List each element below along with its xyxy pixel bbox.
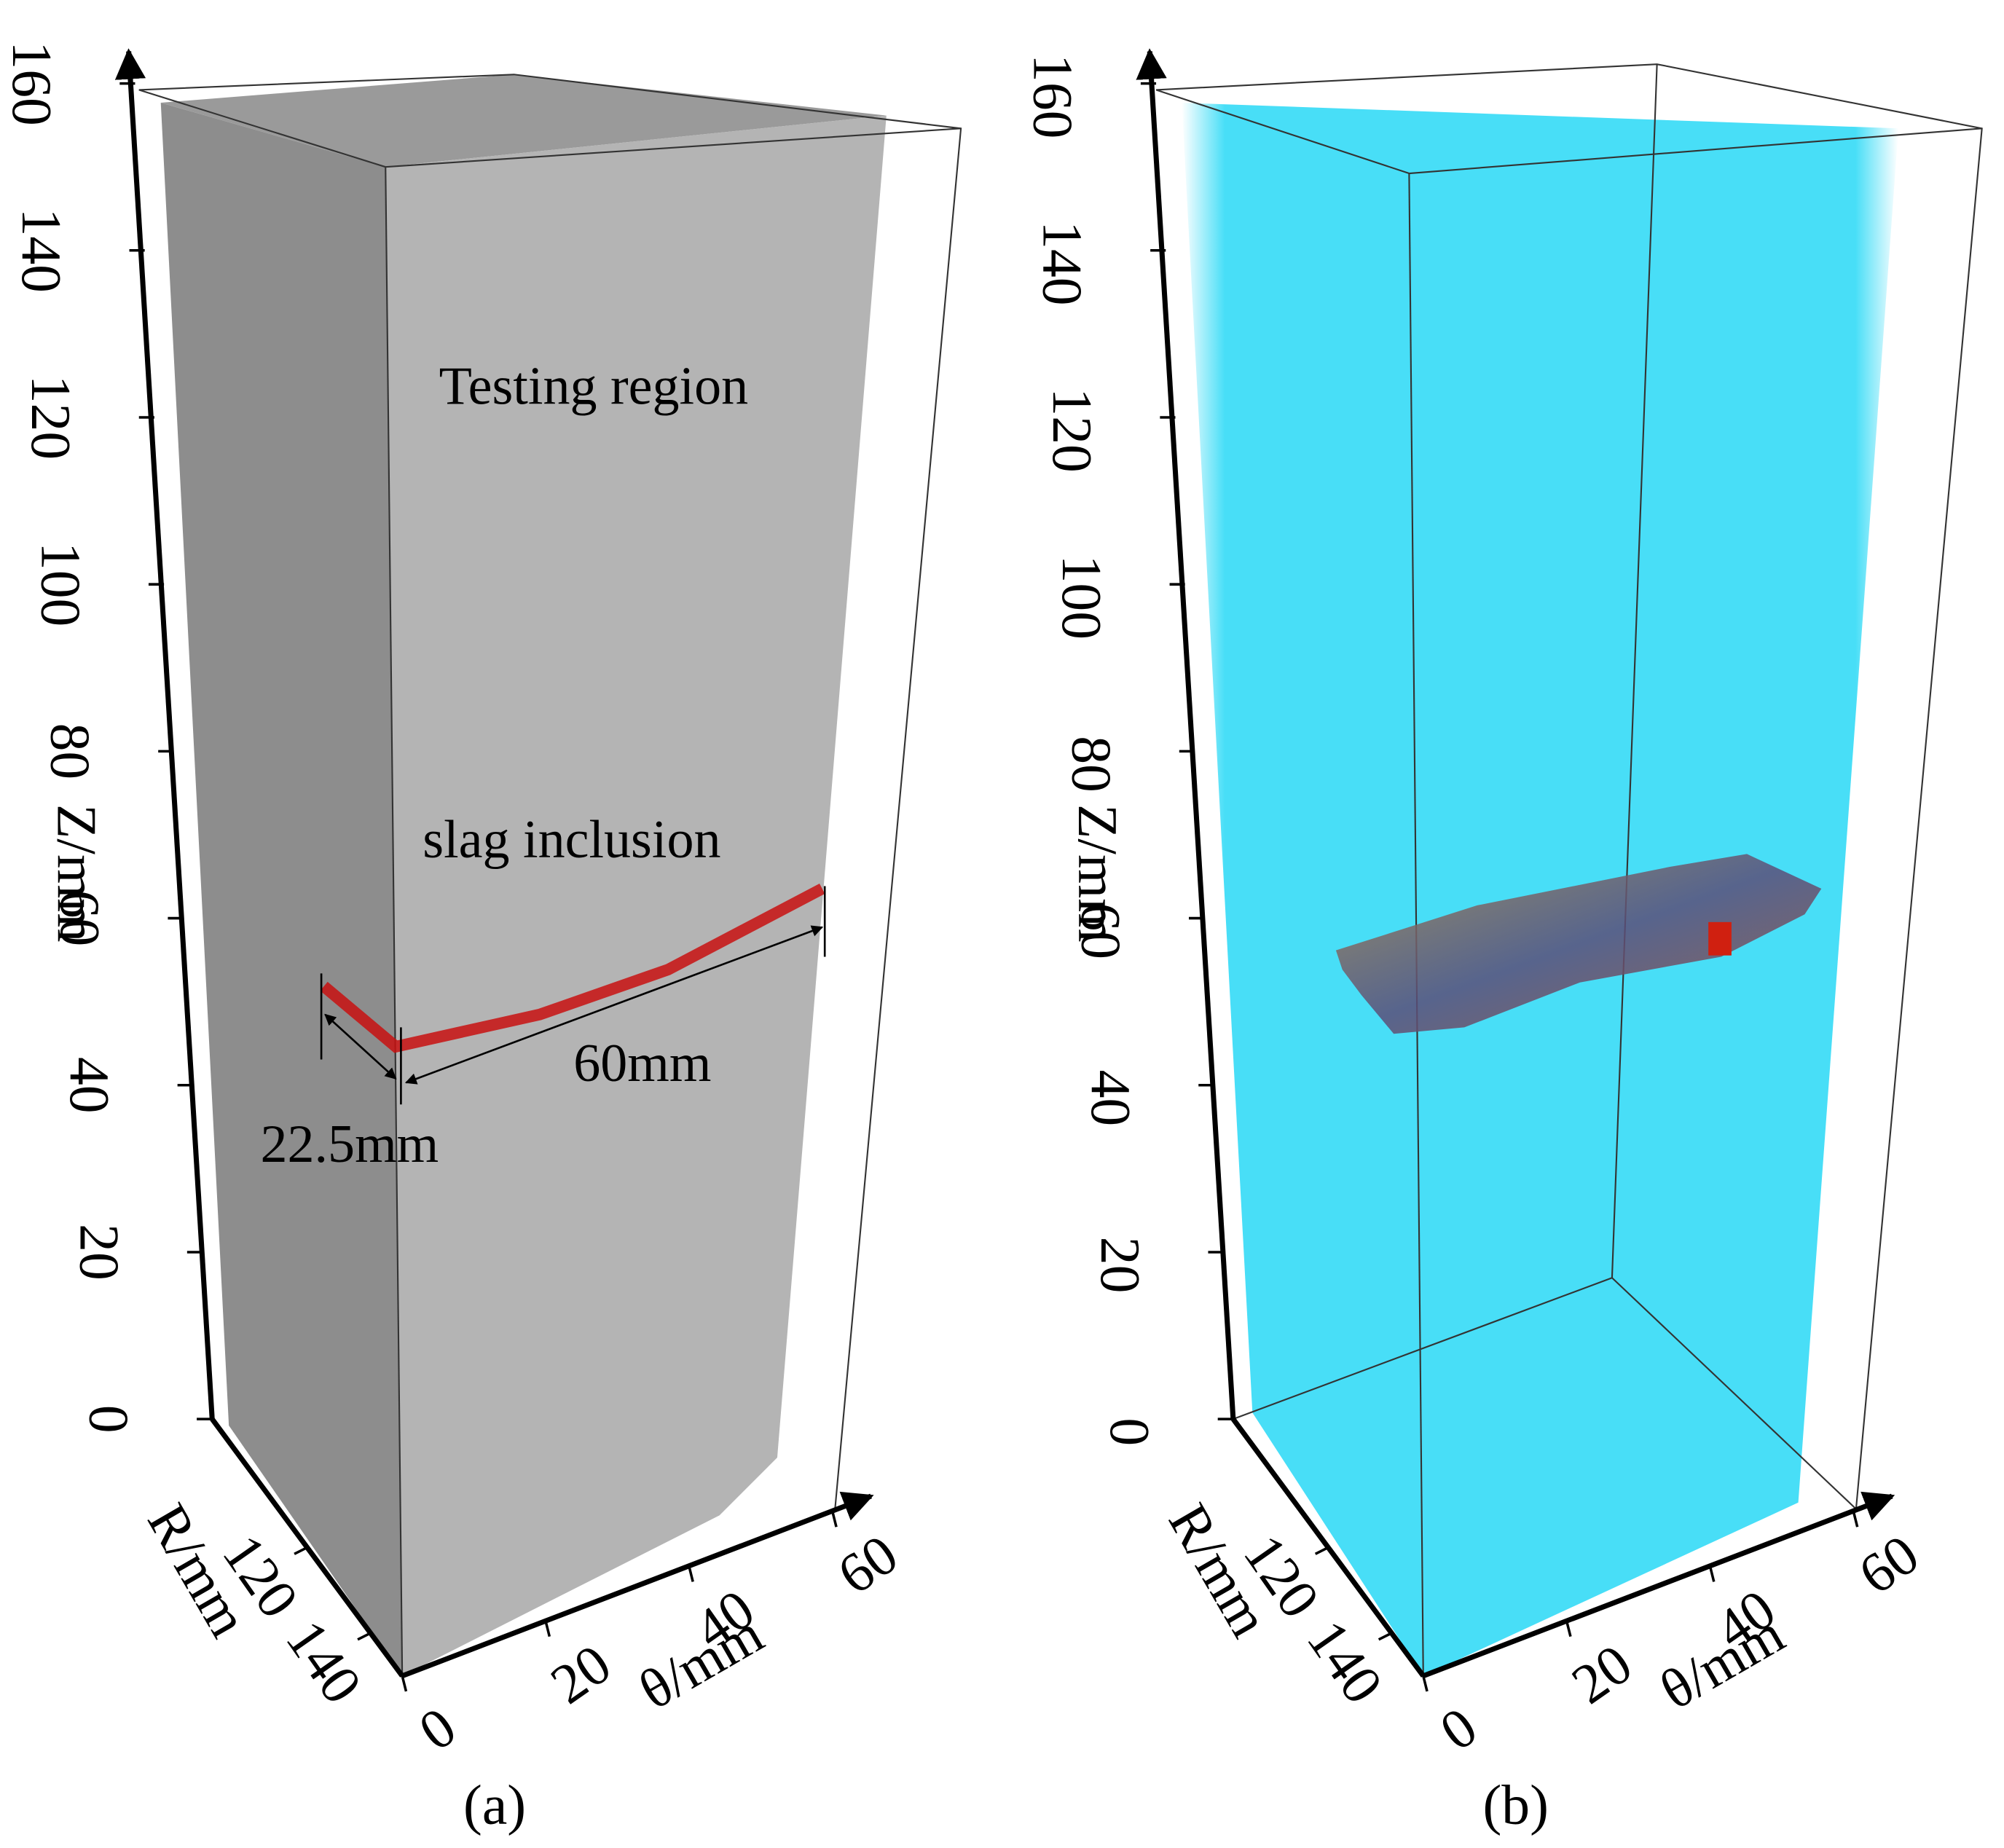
z-tick-label: 60 (49, 890, 111, 947)
caption: (a) (463, 1774, 526, 1836)
annotation: 22.5mm (261, 1114, 439, 1174)
z-tick-label: 20 (68, 1224, 130, 1281)
z-tick-label: 0 (78, 1405, 141, 1434)
r-tick (1314, 1546, 1329, 1555)
z-axis (1136, 48, 1236, 1420)
z-tick-label: 60 (1070, 903, 1133, 959)
caption: (b) (1482, 1774, 1548, 1836)
z-tick-label: 100 (29, 542, 92, 626)
z-tick-label: 160 (1, 41, 63, 125)
annotation: 60mm (573, 1034, 711, 1093)
z-tick-label: 160 (1021, 54, 1084, 138)
z-tick-label: 0 (1099, 1418, 1161, 1446)
theta-tick-label: 20 (1560, 1632, 1643, 1716)
annotation: slag inclusion (423, 810, 720, 870)
theta-tick-label: 0 (408, 1695, 467, 1763)
z-tick-label: 140 (1032, 221, 1094, 305)
annotation: Testing region (439, 357, 749, 417)
theta-axis (401, 1491, 874, 1679)
z-axis (114, 48, 215, 1420)
z-tick-label: 20 (1089, 1237, 1152, 1294)
theta-axis (1422, 1491, 1895, 1679)
theta-tick (688, 1565, 694, 1582)
z-tick-label: 40 (58, 1057, 121, 1114)
z-tick-label: 120 (20, 375, 82, 460)
theta-tick (401, 1675, 408, 1692)
theta-tick (1852, 1511, 1859, 1527)
theta-tick (544, 1621, 551, 1637)
r-tick (357, 1632, 372, 1641)
theta-tick (1565, 1621, 1572, 1637)
z-tick-label: 80 (1060, 736, 1123, 793)
theta-tick (1422, 1675, 1429, 1692)
theta-tick (1708, 1565, 1716, 1582)
z-axis-label: Z/mm (1066, 804, 1129, 943)
z-tick-label: 80 (39, 723, 102, 780)
z-tick-label: 120 (1041, 388, 1104, 472)
z-axis-label: Z/mm (46, 804, 109, 943)
r-tick (294, 1546, 308, 1555)
r-tick-label: 140 (274, 1609, 374, 1715)
r-tick (1378, 1632, 1393, 1641)
theta-tick-label: 60 (827, 1522, 909, 1606)
panel-b-box (1155, 63, 1983, 1677)
axes-0: 020406080100120140160Z/mm120140R/mm02040… (1, 41, 909, 1836)
theta-tick-label: 60 (1847, 1522, 1930, 1606)
r-tick-label: 140 (1295, 1609, 1395, 1715)
theta-tick (831, 1511, 838, 1527)
axes-1: 020406080100120140160Z/mm120140R/mm02040… (1021, 48, 1930, 1836)
z-tick-label: 140 (10, 208, 73, 293)
z-tick-label: 40 (1080, 1070, 1142, 1127)
z-tick-label: 100 (1050, 555, 1113, 640)
theta-tick-label: 20 (540, 1632, 622, 1716)
panel-a-box (138, 74, 962, 1676)
theta-tick-label: 0 (1429, 1695, 1488, 1763)
